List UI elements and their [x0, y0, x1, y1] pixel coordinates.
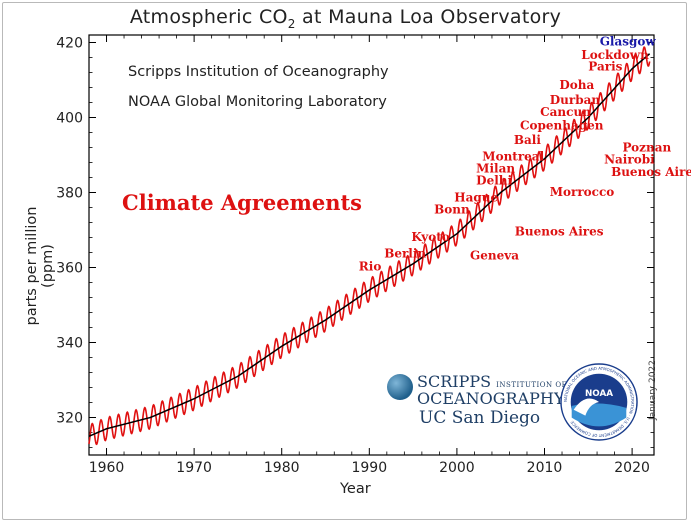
institution-noaa: NOAA Global Monitoring Laboratory [128, 94, 387, 110]
agreement-label-durban: Durban [550, 93, 601, 107]
x-tick-label: 1970 [176, 460, 212, 476]
y-tick-label: 400 [56, 111, 83, 127]
x-tick-label: 2010 [527, 460, 563, 476]
scripps-logo-line1: SCRIPPS INSTITUTION OF [417, 372, 567, 391]
noaa-logo: NOAA NATIONAL OCEANIC AND ATMOSPHERIC AD… [560, 363, 638, 441]
series-monthly-line [88, 46, 651, 446]
agreement-label-berlin: Berlin [384, 246, 426, 260]
x-tick-label: 1990 [351, 460, 387, 476]
x-tick-label: 1960 [89, 460, 125, 476]
agreement-label-copenhagen: Copenhagen [520, 119, 604, 133]
agreement-label-nairobi: Nairobi [604, 153, 655, 167]
x-tick-label: 1980 [264, 460, 300, 476]
climate-agreements-heading: Climate Agreements [122, 190, 363, 215]
agreement-label-morrocco: Morrocco [550, 185, 615, 199]
agreement-label-delhi: Delhi [476, 173, 512, 187]
agreement-label-doha: Doha [559, 78, 594, 92]
agreement-label-kyoto: Kyoto [411, 230, 449, 244]
scripps-logo-word: SCRIPPS [417, 372, 492, 391]
agreement-label-geneva: Geneva [470, 248, 519, 262]
noaa-logo-text: NOAA [585, 389, 613, 399]
agreement-label-buenos-aires: Buenos Aires [611, 165, 691, 179]
agreement-label-lockdown: Lockdown [581, 48, 649, 62]
agreement-label-buenos-aires: Buenos Aires [515, 224, 604, 238]
plot-area-border [88, 34, 655, 456]
y-tick-label: 420 [56, 36, 83, 52]
x-tick-label: 2000 [439, 460, 475, 476]
agreement-label-paris: Paris [588, 59, 622, 73]
institution-scripps: Scripps Institution of Oceanography [128, 64, 389, 80]
agreement-label-rio: Rio [359, 260, 382, 274]
agreement-label-poznan: Poznan [622, 140, 671, 154]
chart-title-tail: at Mauna Loa Observatory [295, 6, 562, 28]
scripps-logo-small: INSTITUTION OF [496, 381, 567, 389]
agreement-label-glasgow: Glasgow [600, 35, 657, 49]
chart-title-main: Atmospheric CO [129, 6, 288, 28]
y-tick-label: 320 [56, 411, 83, 427]
ucsd-logo: UC San Diego [419, 408, 541, 428]
scripps-logo: SCRIPPS INSTITUTION OF OCEANOGRAPHY [387, 371, 566, 433]
date-stamp: January 2022 [648, 360, 658, 420]
agreement-label-bali: Bali [514, 133, 541, 147]
chart-title-subscript: 2 [287, 16, 296, 31]
y-tick-label: 360 [56, 261, 83, 277]
y-tick-label: 380 [56, 186, 83, 202]
agreement-label-hague: Hague [454, 191, 498, 205]
scripps-logo-line2: OCEANOGRAPHY [417, 389, 565, 408]
chart-frame [2, 2, 687, 520]
agreement-label-milan: Milan [476, 161, 515, 175]
x-tick-label: 2020 [614, 460, 650, 476]
agreement-label-montreal: Montreal [482, 149, 544, 163]
agreement-label-cancun: Cancun [540, 105, 591, 119]
x-axis-label: Year [340, 481, 371, 497]
globe-icon [387, 374, 413, 400]
series-trend-line [88, 53, 651, 437]
agreement-label-bonn: Bonn [434, 203, 470, 217]
y-tick-label: 340 [56, 336, 83, 352]
chart-title: Atmospheric CO2 at Mauna Loa Observatory [0, 6, 691, 31]
y-axis-label: parts per million (ppm) [24, 206, 56, 326]
